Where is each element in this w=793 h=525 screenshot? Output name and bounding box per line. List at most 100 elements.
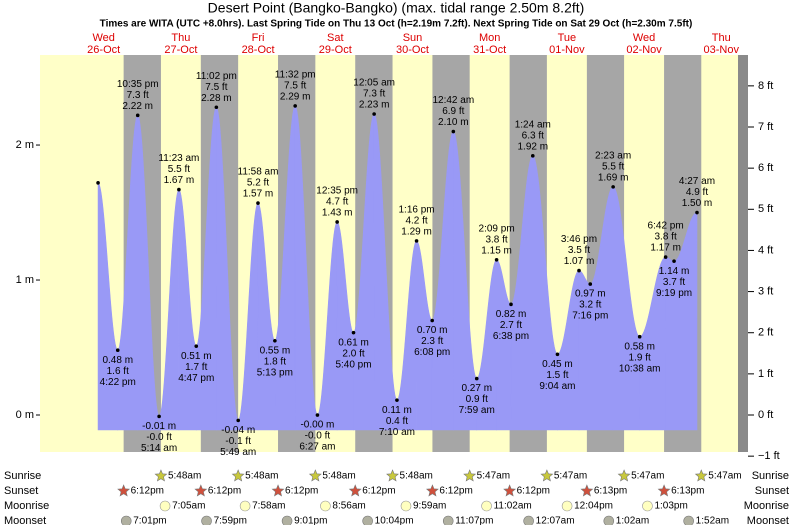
tide-time: 11:23 am [158, 153, 199, 164]
moonrise-icon [561, 500, 573, 512]
event-time: 6:12pm [517, 486, 550, 497]
tide-m: 1.17 m [650, 243, 681, 254]
tide-point [494, 257, 499, 262]
tide-m: 0.27 m [461, 383, 492, 394]
tide-time: 12:42 am [432, 95, 474, 106]
day-weekday: Tue [558, 32, 577, 44]
tide-ft: 4.9 ft [686, 187, 708, 198]
day-weekday: Fri [252, 32, 265, 44]
tide-time: 7:59 am [459, 405, 495, 416]
tide-area [97, 182, 119, 431]
tide-ft: 7.3 ft [127, 90, 149, 101]
y2-tick-label: 0 ft [758, 409, 773, 421]
tide-ft: 6.9 ft [442, 106, 464, 117]
axis-strip [738, 55, 748, 452]
tide-time: 12:05 am [353, 78, 395, 89]
tide-m: 1.14 m [659, 266, 690, 277]
sunrise-icon [694, 469, 708, 482]
tide-ft: 4.7 ft [326, 197, 348, 208]
tide-time: 11:58 am [238, 167, 279, 178]
tide-area [612, 186, 640, 431]
tide-point [663, 255, 668, 259]
tide-point [530, 154, 535, 158]
tide-time: 5:49 am [220, 447, 256, 458]
tide-time: 9:19 pm [656, 288, 692, 299]
tide-time: 6:08 pm [414, 347, 450, 358]
tide-time: 4:22 pm [100, 377, 136, 388]
event-time: 5:47am [554, 471, 587, 482]
event-time: 6:12pm [439, 486, 472, 497]
tide-area [158, 188, 180, 431]
tide-ft: 1.7 ft [185, 362, 207, 373]
tide-ft: 6.3 ft [522, 130, 544, 141]
day-date: 02-Nov [626, 44, 662, 56]
row-label-left: Sunrise [4, 470, 41, 482]
tide-m: 2.29 m [280, 92, 311, 103]
tide-area [336, 221, 354, 431]
tide-time: 12:35 pm [316, 186, 358, 197]
event-time: 8:56am [332, 501, 365, 512]
tide-m: 1.43 m [322, 208, 353, 219]
tide-point [395, 398, 399, 402]
moonset-icon [120, 515, 132, 525]
moonrise-icon [239, 500, 251, 512]
tide-area [317, 221, 338, 431]
tide-time: 1:16 pm [398, 205, 434, 216]
event-time: 6:13pm [594, 486, 627, 497]
event-time: 5:47am [477, 471, 510, 482]
tide-point [256, 201, 260, 205]
sunset-icon [425, 484, 439, 497]
tide-m: 0.70 m [417, 325, 448, 336]
tide-time: 10:38 am [619, 363, 661, 374]
tide-area [178, 188, 197, 431]
tide-point [474, 376, 479, 381]
sunset-icon [348, 484, 362, 497]
tide-point [637, 334, 642, 339]
tide-ft: 2.7 ft [500, 320, 522, 331]
tide-point [430, 318, 434, 323]
tide-area [396, 240, 417, 431]
day-date: 27-Oct [164, 44, 197, 56]
y2-tick-label: 5 ft [758, 203, 773, 215]
event-time: 1:03pm [654, 501, 687, 512]
tide-point [214, 105, 219, 110]
day-weekday: Wed [633, 32, 655, 44]
day-date: 28-Oct [242, 44, 275, 56]
row-label-left: Moonrise [4, 500, 49, 512]
day-date: 30-Oct [396, 44, 429, 56]
event-time: 5:47am [708, 471, 741, 482]
tide-area [257, 202, 276, 431]
tide-ft: 3.7 ft [663, 277, 685, 288]
tide-m: 0.97 m [575, 289, 606, 300]
tide-point [96, 181, 100, 185]
tide-area [453, 130, 478, 431]
tide-ft: 5.5 ft [602, 162, 624, 173]
tide-ft: 7.3 ft [363, 89, 385, 100]
event-time: 6:12pm [285, 486, 318, 497]
tide-ft: 7.5 ft [284, 81, 306, 92]
tide-point [509, 302, 513, 307]
tide-m: 2.23 m [359, 100, 390, 111]
day-date: 03-Nov [704, 44, 740, 56]
y-tick-label: 0 m [16, 409, 34, 421]
tide-m: 1.57 m [243, 189, 274, 200]
sunrise-icon [540, 469, 554, 482]
event-time: 5:48am [322, 471, 355, 482]
tide-area [373, 113, 398, 431]
event-time: 6:13pm [671, 486, 704, 497]
tide-ft: 3.8 ft [485, 234, 507, 245]
tide-m: -0.04 m [221, 425, 255, 436]
tide-m: 1.15 m [481, 245, 512, 256]
tide-point [315, 413, 320, 417]
sunrise-icon [386, 469, 399, 482]
tide-area [589, 186, 614, 431]
event-time: 7:05am [172, 501, 205, 512]
tide-point [695, 210, 699, 215]
moonrise-icon [159, 500, 171, 512]
y-tick-label: 1 m [16, 274, 34, 286]
moonset-icon [523, 515, 534, 525]
tide-point [177, 187, 181, 192]
tide-ft: 4.2 ft [405, 216, 427, 227]
tide-time: 11:32 pm [275, 70, 316, 81]
y2-tick-label: −1 ft [758, 450, 780, 462]
